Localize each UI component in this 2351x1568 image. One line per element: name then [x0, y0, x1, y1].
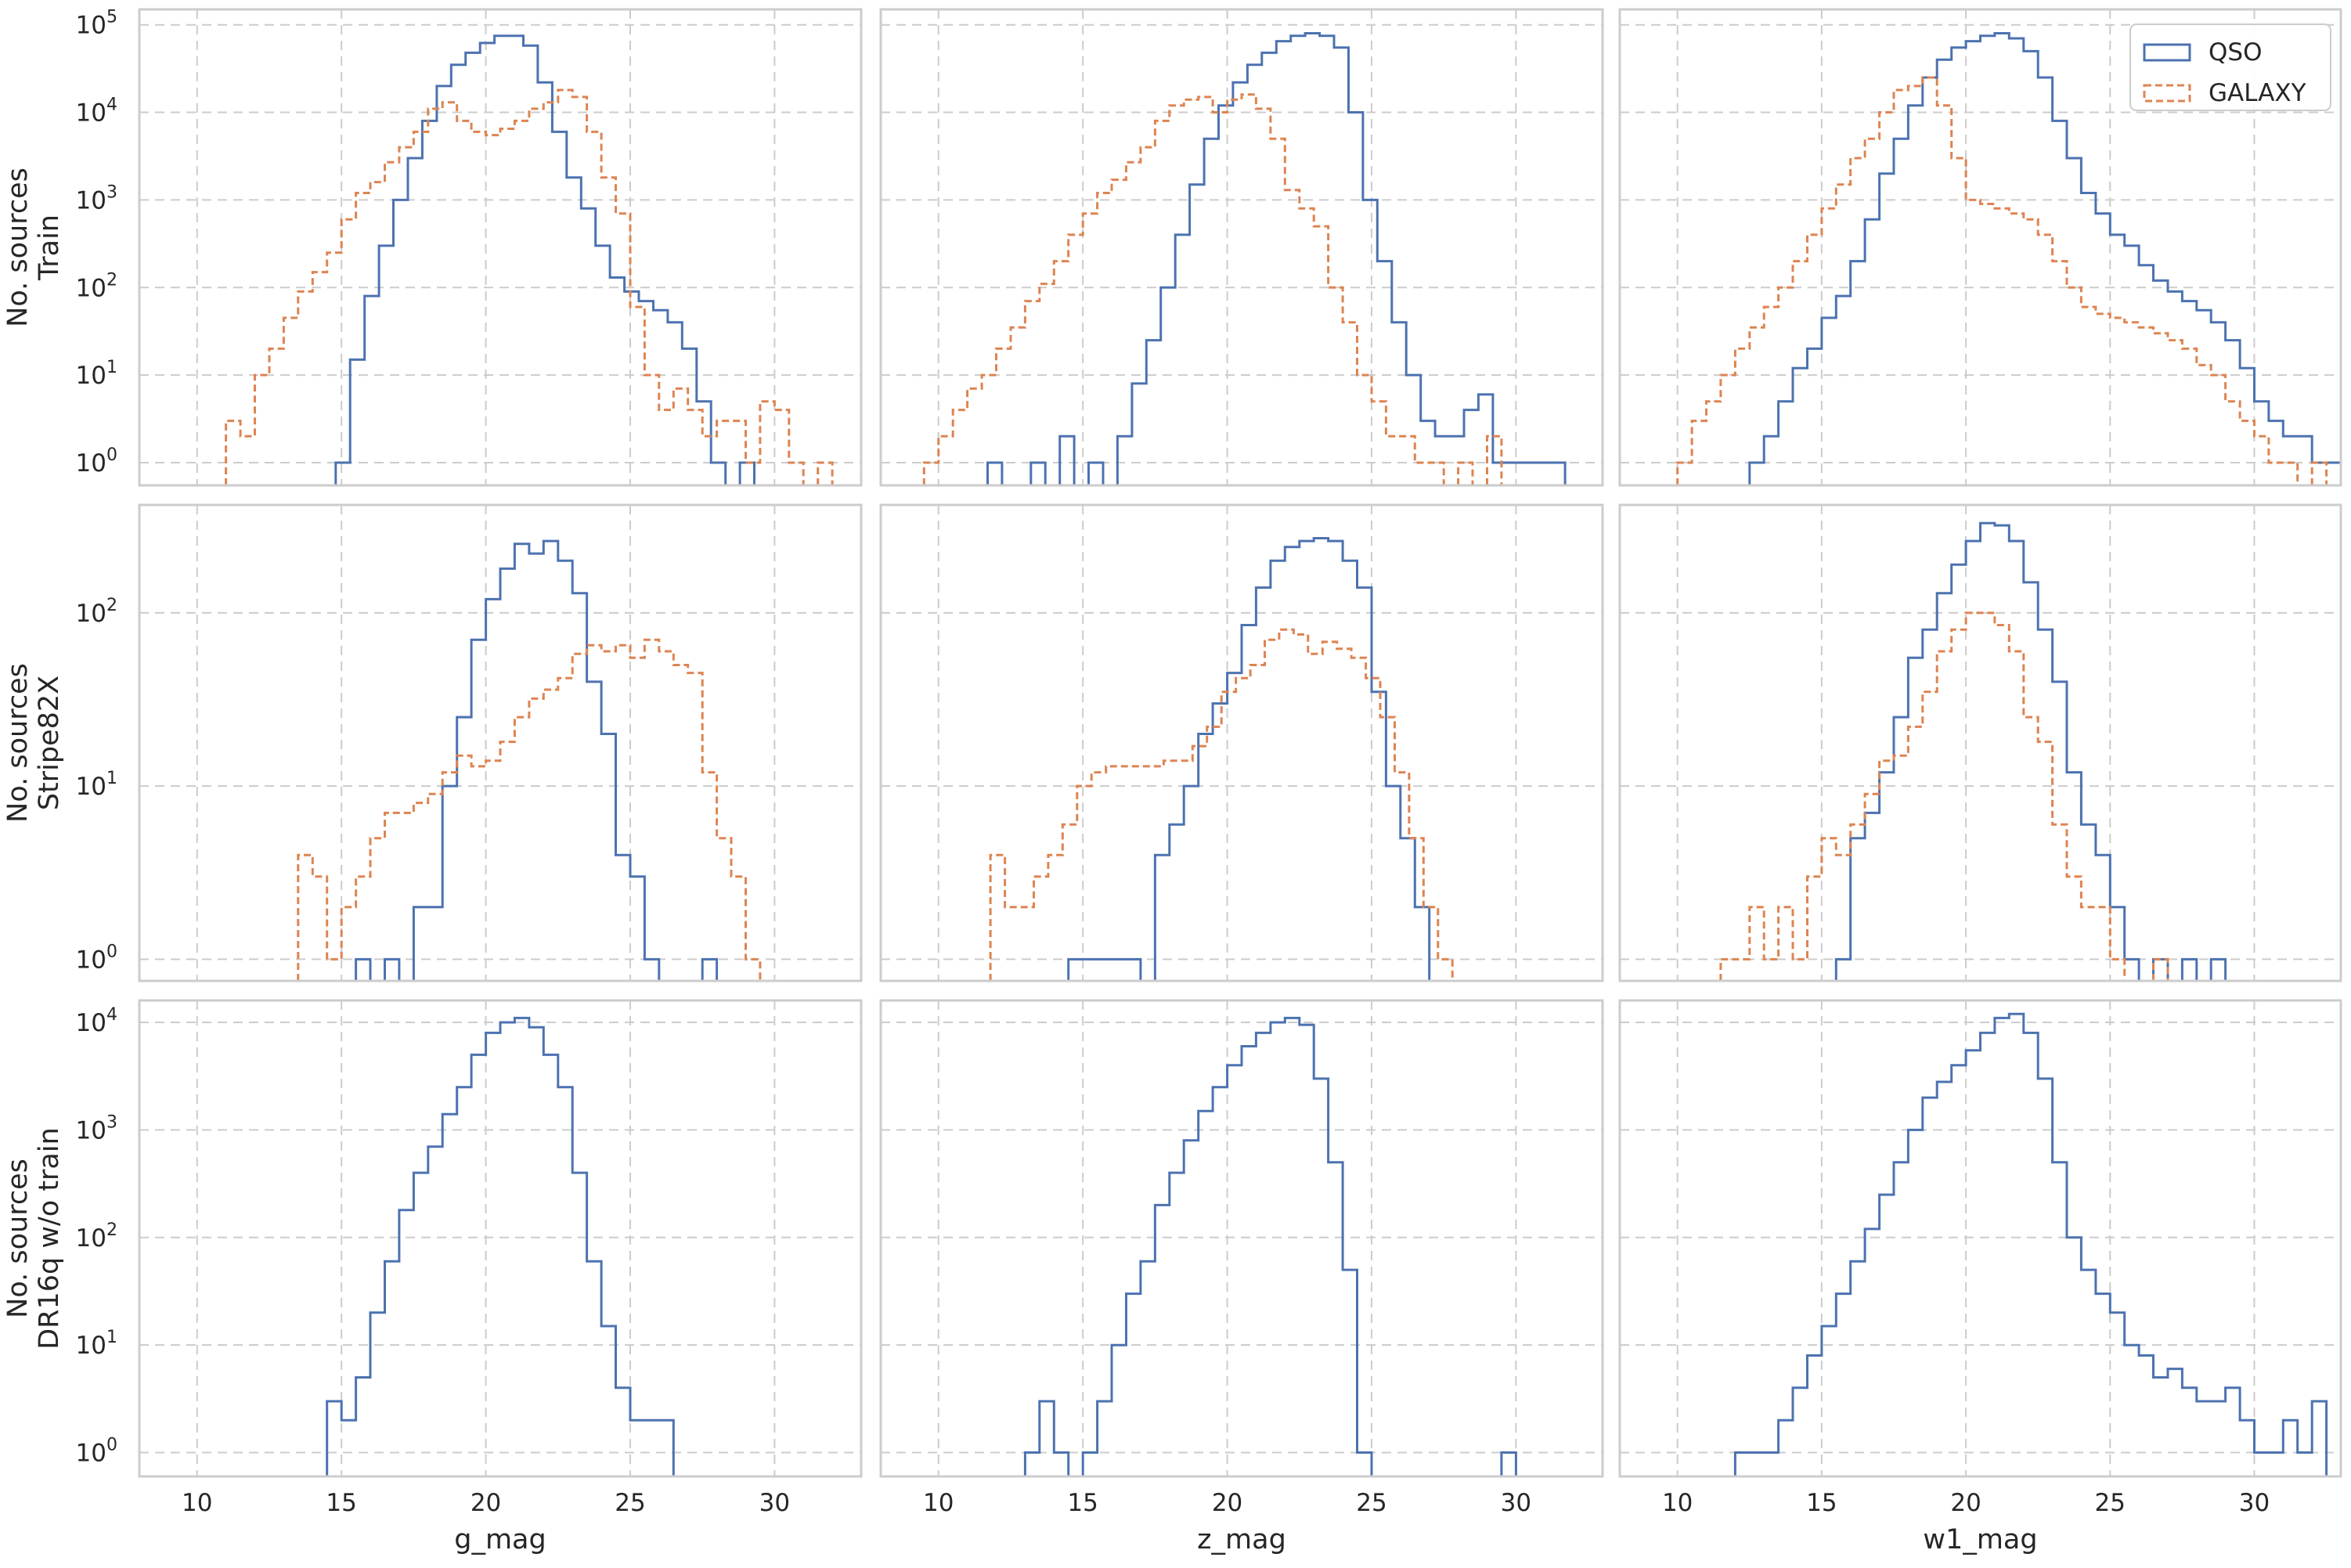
- y-axis-label-line: No. sources: [2, 663, 34, 823]
- y-axis-label-row-2: No. sources DR16q w/o train: [2, 1127, 65, 1350]
- x-tick-label: 25: [2095, 1489, 2126, 1517]
- series-qso-r1-c1: [1067, 537, 1431, 981]
- y-tick-label: 104: [76, 96, 117, 128]
- y-tick-label: 100: [76, 1436, 117, 1468]
- panel-frame: [138, 8, 863, 487]
- y-axis-label-line: DR16q w/o train: [34, 1127, 65, 1350]
- panel-r0-c1: [879, 8, 1604, 487]
- y-tick-label: 102: [76, 1220, 117, 1253]
- legend: QSO GALAXY: [2129, 23, 2331, 111]
- y-axis-label-line: Stripe82X: [34, 676, 65, 810]
- y-axis-label-row-0: No. sources Train: [2, 168, 65, 327]
- series-qso-r0-c2: [1748, 32, 2342, 485]
- y-axis-label-row-1: No. sources Stripe82X: [2, 663, 65, 823]
- series-qso-r1-c2: [1834, 521, 2227, 981]
- x-tick-label: 20: [1212, 1489, 1242, 1517]
- series-galaxy-r1-c2: [1719, 611, 2169, 981]
- series-qso-r1-c0: [355, 539, 719, 981]
- panel-r2-c0: 100 101 102 103 104 10 15 20 25 30 g_mag: [76, 999, 863, 1555]
- series-galaxy-r0-c0: [225, 88, 834, 485]
- y-tick-label: 105: [76, 8, 117, 40]
- x-tick-label: 20: [471, 1489, 501, 1517]
- y-axis-label-line: No. sources: [2, 1159, 34, 1318]
- x-tick-label: 10: [923, 1489, 954, 1517]
- panel-r0-c2: [1618, 8, 2342, 487]
- x-axis-label: z_mag: [1197, 1524, 1286, 1555]
- y-tick-label: 100: [76, 445, 117, 478]
- x-tick-label: 15: [1806, 1489, 1837, 1517]
- y-axis-label-line: Train: [34, 214, 65, 281]
- x-tick-label: 20: [1950, 1489, 1981, 1517]
- x-tick-label: 30: [2239, 1489, 2270, 1517]
- y-tick-label: 102: [76, 596, 117, 628]
- legend-swatch-galaxy: [2143, 84, 2191, 103]
- series-galaxy-r0-c2: [1676, 76, 2328, 485]
- panel-r2-c2: 10 15 20 25 30 w1_mag: [1618, 999, 2342, 1555]
- series-qso-r2-c1: [1023, 1016, 1517, 1476]
- y-tick-label: 103: [76, 1112, 117, 1144]
- y-tick-label: 101: [76, 769, 117, 801]
- x-tick-label: 15: [326, 1489, 356, 1517]
- x-axis-label: w1_mag: [1923, 1524, 2037, 1555]
- legend-label-galaxy: GALAXY: [2209, 79, 2306, 107]
- panel-frame: [1618, 999, 2342, 1478]
- panel-frame: [879, 503, 1604, 982]
- panel-r1-c2: [1618, 503, 2342, 982]
- x-axis-label: g_mag: [454, 1524, 546, 1555]
- x-tick-label: 25: [1356, 1489, 1386, 1517]
- y-tick-label: 102: [76, 270, 117, 302]
- series-galaxy-r1-c0: [297, 638, 762, 981]
- x-tick-label: 30: [1501, 1489, 1531, 1517]
- legend-label-qso: QSO: [2209, 38, 2262, 67]
- panel-r2-c1: 10 15 20 25 30 z_mag: [879, 999, 1604, 1555]
- x-tick-label: 30: [759, 1489, 790, 1517]
- series-galaxy-r1-c1: [989, 628, 1454, 981]
- x-tick-label: 10: [182, 1489, 212, 1517]
- y-tick-label: 100: [76, 942, 117, 974]
- panel-r1-c1: [879, 503, 1604, 982]
- panel-frame: [879, 999, 1604, 1478]
- legend-swatch-qso: [2143, 43, 2191, 62]
- series-qso-r0-c1: [986, 32, 1567, 485]
- panel-r0-c0: 100 101 102 103 104 105: [76, 8, 863, 487]
- x-tick-label: 15: [1067, 1489, 1098, 1517]
- series-galaxy-r0-c1: [922, 93, 1503, 485]
- panel-frame: [138, 503, 863, 982]
- y-tick-label: 104: [76, 1005, 117, 1037]
- panel-frame: [879, 8, 1604, 487]
- x-tick-label: 25: [615, 1489, 645, 1517]
- series-qso-r2-c2: [1733, 1012, 2328, 1476]
- y-tick-label: 101: [76, 1328, 117, 1360]
- panel-frame: [1618, 8, 2342, 487]
- x-tick-label: 10: [1662, 1489, 1693, 1517]
- panel-frame: [138, 999, 863, 1478]
- series-qso-r0-c0: [334, 34, 755, 485]
- y-axis-label-line: No. sources: [2, 168, 34, 327]
- y-tick-label: 103: [76, 182, 117, 214]
- y-tick-label: 101: [76, 358, 117, 390]
- panel-r1-c0: 100 101 102: [76, 503, 863, 982]
- series-qso-r2-c0: [326, 1016, 675, 1476]
- panel-frame: [1618, 503, 2342, 982]
